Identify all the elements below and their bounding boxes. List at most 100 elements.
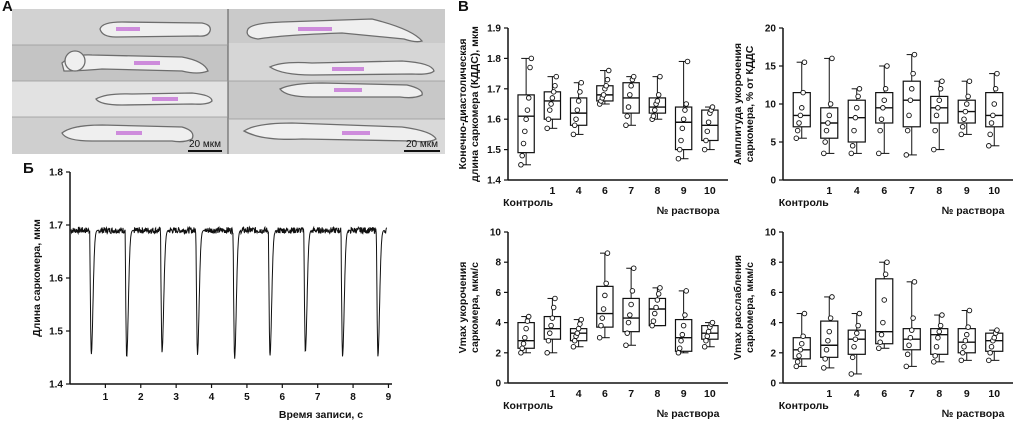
- edl-y-tick-label: 1.6: [487, 115, 501, 126]
- vrelax-y-axis-label: Vmax расслабления: [732, 255, 744, 360]
- vrelax-data-point: [966, 307, 973, 314]
- edl-data-point: [627, 92, 633, 98]
- cell: [246, 18, 424, 43]
- trace-x-tick-label: 6: [280, 392, 286, 403]
- vrelax-data-point: [882, 271, 889, 278]
- vshort-data-point: [604, 250, 611, 256]
- vrelax-data-point: [878, 331, 885, 338]
- trace-y-tick-label: 1.8: [49, 168, 63, 179]
- trace-x-axis-label: Время записи, с: [279, 409, 363, 421]
- amp-data-point: [992, 86, 999, 92]
- edl-data-point: [654, 98, 661, 104]
- amp-data-point: [961, 116, 967, 122]
- edl-data-point: [650, 113, 657, 119]
- vshort-category-label: 7: [628, 388, 634, 400]
- amp-data-point: [877, 127, 883, 134]
- vshort-data-point: [571, 337, 578, 344]
- vrelax-data-point: [931, 359, 937, 365]
- vrelax-data-point: [822, 356, 828, 362]
- vrelax-data-point: [933, 344, 940, 350]
- vrelax-data-point: [876, 345, 882, 352]
- vrelax-data-point: [849, 354, 856, 361]
- vrelax-data-point: [848, 371, 855, 377]
- vrelax-category-label: 6: [881, 388, 887, 400]
- vshort-category-label: 6: [602, 388, 608, 400]
- edl-data-point: [682, 107, 688, 113]
- amp-data-point: [935, 105, 941, 111]
- amp-data-point: [958, 131, 965, 138]
- vrelax-box: [875, 278, 894, 345]
- vshort-category-label: Контроль: [503, 400, 554, 412]
- trace-y-tick-label: 1.4: [49, 380, 63, 391]
- amp-data-point: [966, 78, 973, 84]
- vrelax-data-point: [988, 344, 995, 350]
- edl-data-point: [519, 152, 525, 159]
- vrelax-data-point: [821, 365, 827, 371]
- edl-data-point: [683, 101, 689, 107]
- vrelax-data-point: [801, 310, 808, 317]
- vrelax-data-point: [823, 347, 830, 353]
- edl-data-point: [527, 64, 533, 71]
- vrelax-y-tick-label: 0: [770, 379, 776, 390]
- amp-y-axis-label: саркомера, % от КДДС: [744, 45, 756, 162]
- edl-data-point: [678, 137, 684, 144]
- vrelax-data-point: [935, 334, 941, 341]
- amp-data-point: [794, 127, 801, 134]
- vrelax-data-point: [991, 334, 998, 341]
- edl-category-label: 9: [681, 185, 687, 197]
- vrelax-category-label: Контроль: [779, 400, 830, 412]
- vrelax-data-point: [959, 350, 966, 356]
- vshort-data-point: [630, 265, 637, 271]
- amp-data-point: [854, 105, 860, 111]
- edl-data-point: [549, 95, 556, 101]
- trace-x-tick-label: 1: [103, 392, 109, 403]
- vshort-data-point: [548, 322, 554, 329]
- vshort-data-point: [624, 330, 630, 336]
- cell: [99, 21, 211, 38]
- vshort-data-point: [600, 306, 607, 312]
- trace-x-tick-label: 3: [173, 392, 179, 403]
- vshort-data-point: [675, 350, 682, 356]
- amp-category-label: 10: [988, 185, 1000, 197]
- vrelax-data-point: [904, 351, 911, 358]
- panel-label-b: Б: [23, 160, 34, 177]
- vshort-data-point: [629, 288, 636, 294]
- edl-category-label: 7: [628, 185, 634, 197]
- amp-data-point: [799, 105, 805, 111]
- scale-bar-label: 20 мкм: [189, 139, 221, 150]
- vshort-data-point: [549, 315, 556, 321]
- amp-data-point: [880, 105, 886, 111]
- edl-category-label: 1: [549, 185, 555, 197]
- edl-category-label: 10: [704, 185, 716, 197]
- vshort-data-point: [704, 333, 711, 339]
- amp-data-point: [881, 97, 888, 103]
- vshort-y-tick-label: 10: [490, 228, 502, 239]
- edl-data-point: [705, 119, 712, 125]
- vshort-data-point: [525, 313, 532, 320]
- edl-data-point: [550, 89, 557, 95]
- amp-data-point: [848, 150, 855, 157]
- vshort-data-point: [602, 292, 608, 299]
- edl-box: [517, 94, 535, 154]
- amp-category-label: 8: [936, 185, 942, 197]
- amp-data-point: [826, 112, 833, 119]
- edl-y-tick-label: 1.9: [487, 24, 501, 35]
- edl-y-tick-label: 1.8: [487, 54, 501, 65]
- cell: [64, 50, 86, 72]
- amp-data-point: [986, 143, 992, 149]
- vshort-data-point: [650, 318, 657, 324]
- vshort-data-point: [575, 325, 582, 332]
- amp-data-point: [827, 101, 834, 107]
- edl-data-point: [684, 58, 691, 65]
- amp-y-tick-label: 15: [765, 62, 777, 73]
- vshort-category-label: 8: [654, 388, 660, 400]
- panel-label-a: А: [2, 0, 13, 15]
- amp-data-point: [856, 86, 863, 92]
- vshort-data-point: [544, 350, 550, 356]
- vshort-data-point: [570, 344, 577, 350]
- vrelax-data-point: [799, 340, 805, 347]
- edl-category-label: Контроль: [503, 197, 554, 209]
- amp-data-point: [884, 63, 890, 69]
- vshort-y-tick-label: 6: [495, 288, 501, 299]
- vrelax-data-point: [962, 337, 969, 344]
